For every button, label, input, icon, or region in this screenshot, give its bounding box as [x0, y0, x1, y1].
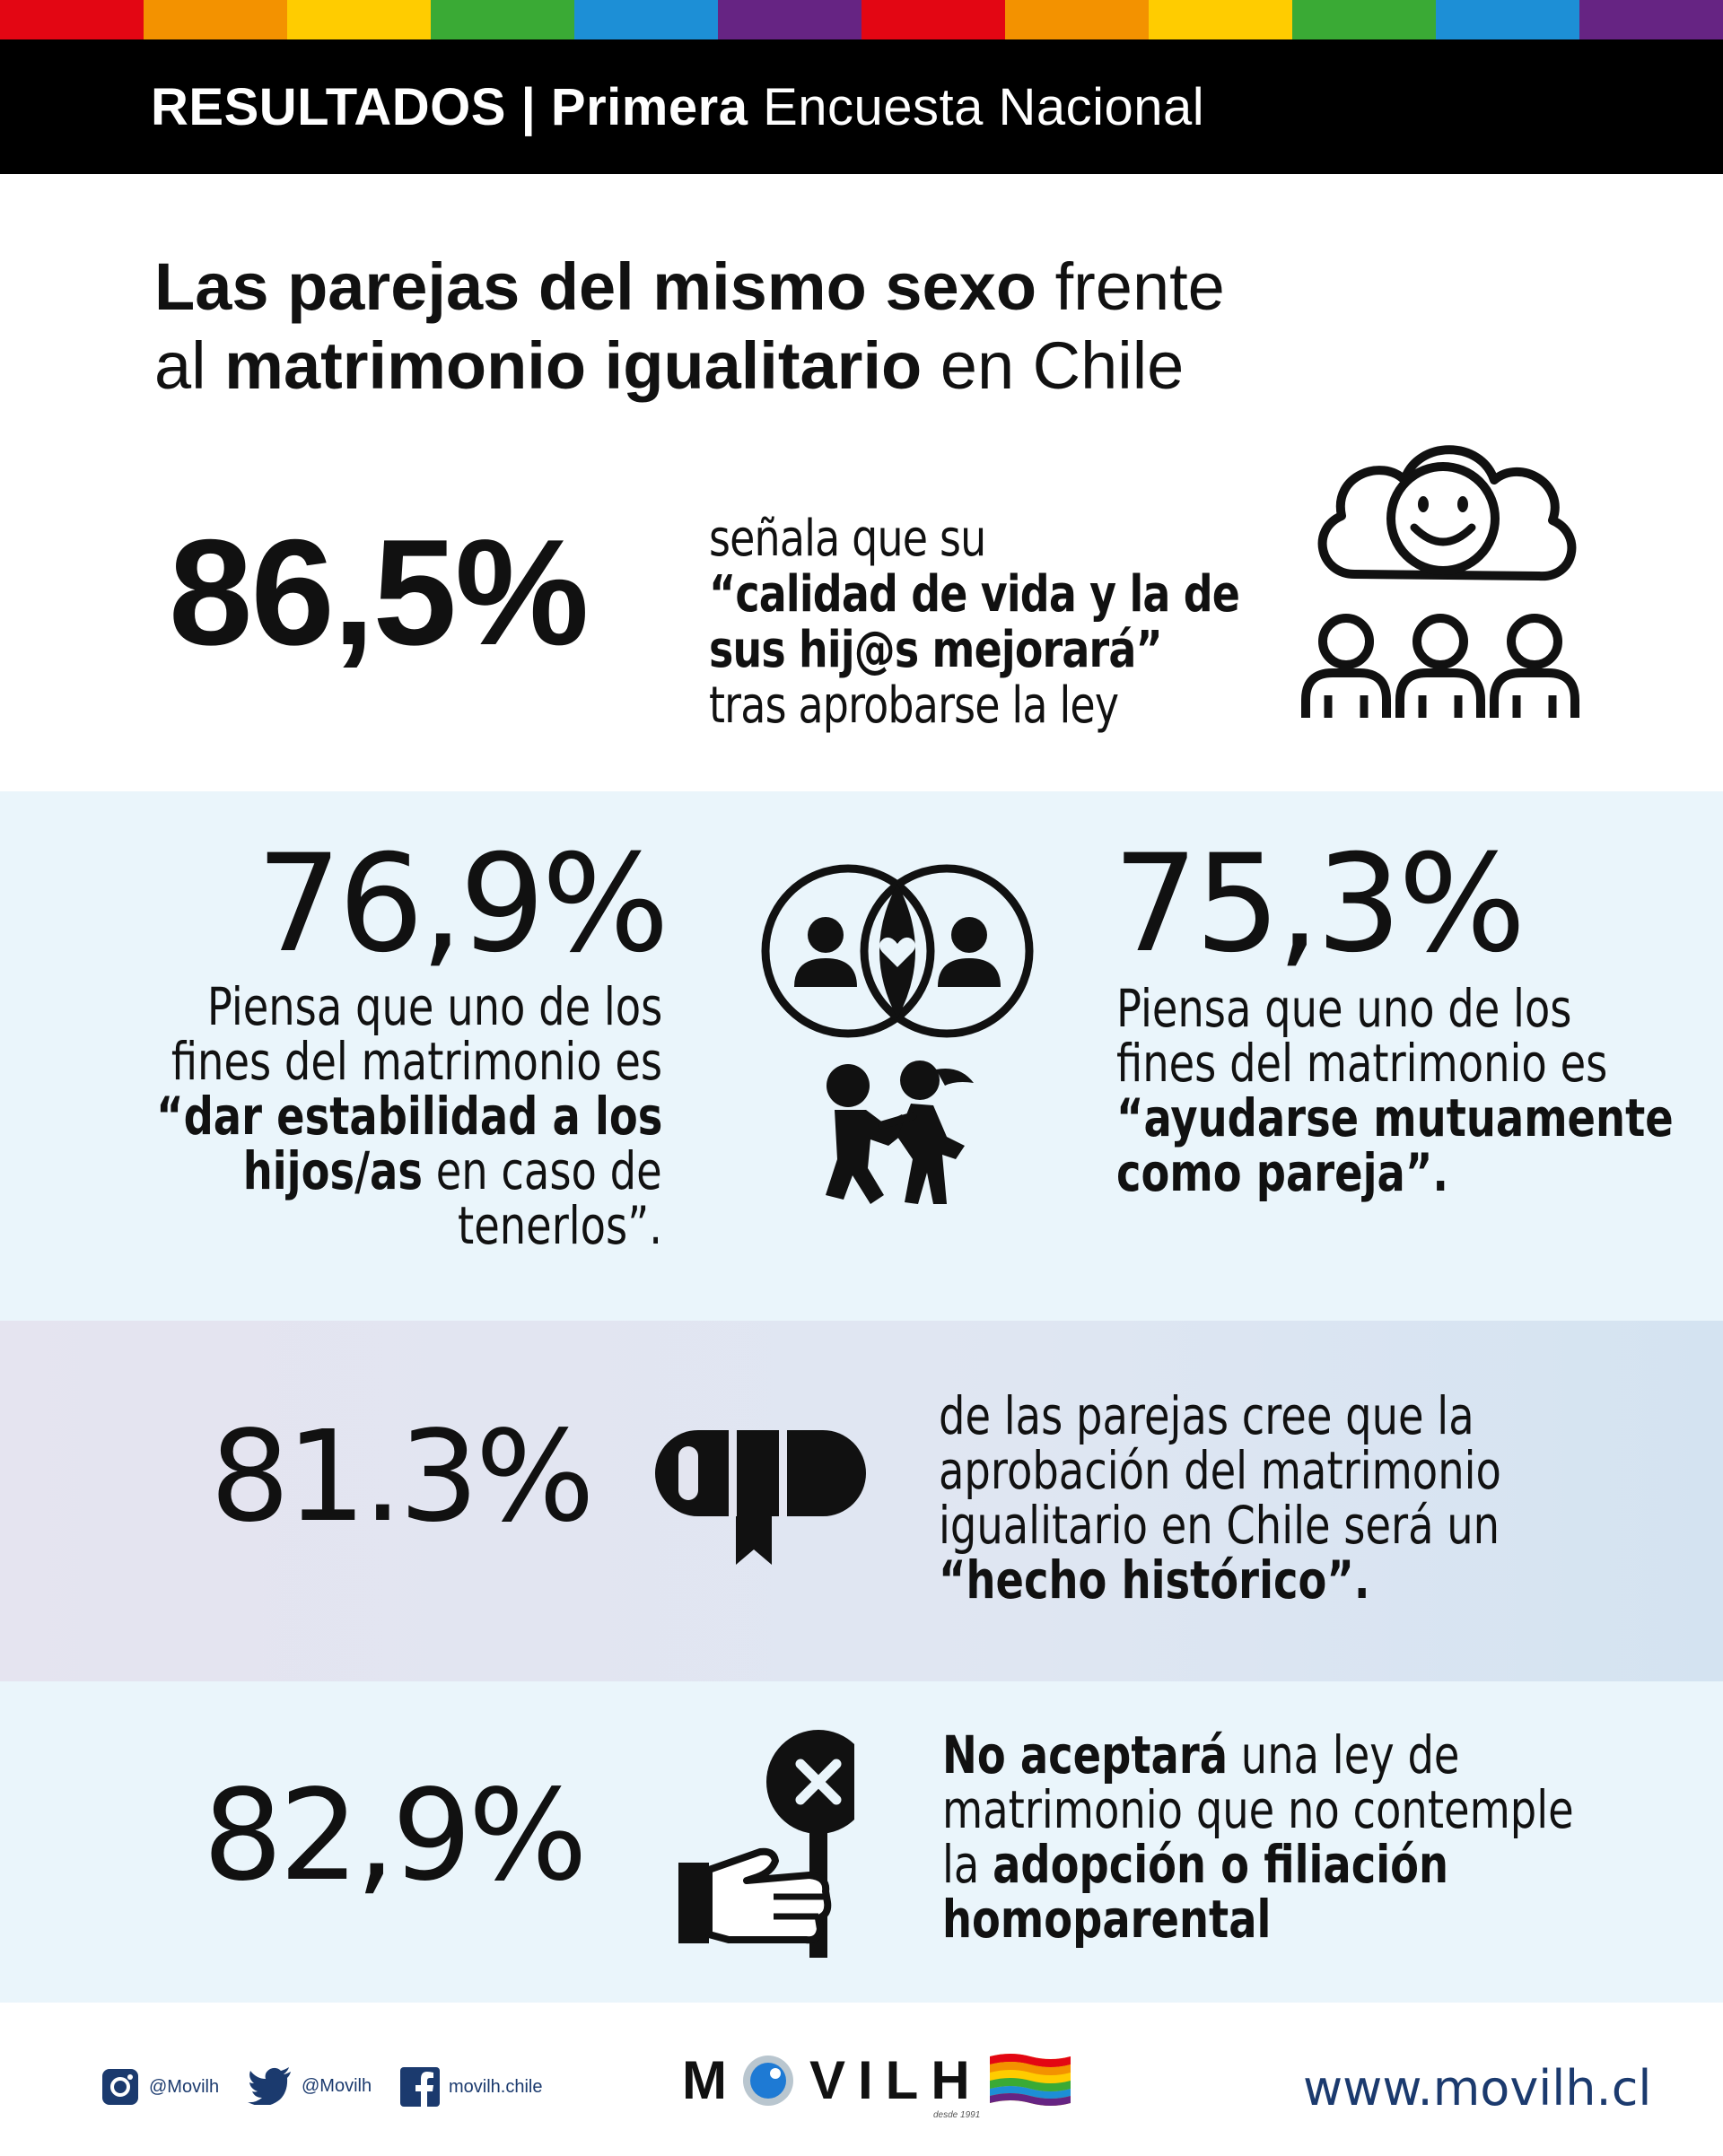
stat-text-1-line-3: sus hij@s mejorará” — [709, 621, 1163, 679]
twitter-icon — [248, 2067, 291, 2105]
stat-section-historic-fact: 81.3% de las parejas cree que la aprobac… — [0, 1321, 1723, 1681]
stat-text-4-line-2: aprobación del matrimonio — [939, 1440, 1501, 1501]
rainbow-segment — [1149, 0, 1292, 39]
rainbow-segment — [287, 0, 431, 39]
stat-text-5-line-1-bold: No aceptará — [942, 1724, 1229, 1785]
stat-text-2-line-2: fines del matrimonio es — [171, 1031, 662, 1092]
rainbow-segment — [718, 0, 862, 39]
facebook-link[interactable]: movilh.chile — [400, 2067, 542, 2107]
stat-text-4-line-1: de las parejas cree que la — [939, 1385, 1474, 1446]
stat-text-4-line-4-bold: “hecho histórico” — [939, 1549, 1354, 1610]
stat-text-5-line-4: homoparental — [942, 1889, 1272, 1950]
instagram-icon — [102, 2069, 138, 2105]
header-title-bold: RESULTADOS | Primera — [151, 77, 748, 136]
couple-heart-icon — [761, 864, 1034, 1038]
instagram-handle: @Movilh — [149, 2076, 220, 2097]
footer: @Movilh @Movilh movilh.chile M VILH desd… — [0, 2003, 1723, 2156]
reject-sign-icon — [678, 1730, 854, 1958]
movilh-wordmark: M VILH — [682, 2049, 983, 2111]
stat-text-4-line-3: igualitario en Chile será un — [939, 1495, 1500, 1556]
stat-text-2-line-4-normal: en caso de — [423, 1140, 662, 1201]
header-title-normal: Encuesta Nacional — [748, 77, 1205, 136]
page-title: Las parejas del mismo sexo frente al mat… — [154, 248, 1225, 406]
diploma-scroll-icon — [655, 1430, 866, 1565]
title-normal-1: frente — [1036, 249, 1225, 324]
stat-text-4: de las parejas cree que la aprobación de… — [939, 1389, 1642, 1608]
rainbow-segment — [0, 0, 144, 39]
stat-percent-1: 86,5% — [169, 508, 589, 676]
stat-text-1: señala que su “calidad de vida y la de s… — [709, 511, 1356, 734]
rainbow-segment — [144, 0, 287, 39]
stat-text-5-line-3-normal: la — [942, 1834, 993, 1895]
page-title-line-1: Las parejas del mismo sexo frente — [154, 248, 1225, 327]
eye-o-icon — [742, 2055, 793, 2106]
stat-text-5-line-3: la adopción o filiación — [942, 1837, 1448, 1892]
rainbow-stripe — [0, 0, 1723, 39]
stat-text-4-line-4-normal: . — [1353, 1549, 1370, 1610]
stat-text-1-line-2: “calidad de vida y la de — [709, 565, 1240, 624]
stat-text-3-line-4: como pareja”. — [1116, 1146, 1448, 1200]
stat-text-3-line-1: Piensa que uno de los — [1116, 978, 1572, 1039]
stat-text-5: No aceptará una ley de matrimonio que no… — [942, 1728, 1723, 1947]
stat-percent-3: 75,3% — [1113, 826, 1526, 982]
facebook-icon — [400, 2067, 440, 2107]
stat-text-3-line-3: “ayudarse mutuamente — [1116, 1087, 1674, 1148]
stat-text-2-line-5: tenerlos”. — [457, 1195, 662, 1256]
stat-section-adoption: 82,9% No aceptará una ley de matrimonio … — [0, 1681, 1723, 2003]
happy-family-icon — [1301, 445, 1579, 718]
logo-letter-m: M — [682, 2050, 739, 2110]
stat-text-2-line-1: Piensa que uno de los — [206, 976, 662, 1037]
dancing-children-icon — [826, 1061, 974, 1204]
stat-text-5-line-1-normal: una ley de — [1228, 1724, 1460, 1785]
title-normal-2a: al — [154, 328, 225, 403]
logo-tagline: desde 1991 — [933, 2110, 981, 2120]
rainbow-segment — [1436, 0, 1579, 39]
rainbow-segment — [1579, 0, 1723, 39]
logo-letters-vilh: VILH — [809, 2050, 983, 2110]
twitter-link[interactable]: @Movilh — [248, 2067, 372, 2105]
stat-text-1-line-4: tras aprobarse la ley — [709, 676, 1119, 735]
rainbow-segment — [574, 0, 718, 39]
movilh-logo: M VILH desde 1991 — [682, 2049, 1072, 2120]
header-title: RESULTADOS | Primera Encuesta Nacional — [151, 77, 1204, 137]
title-normal-2b: en Chile — [922, 328, 1185, 403]
stat-percent-4: 81.3% — [210, 1404, 595, 1550]
stat-text-5-line-2: matrimonio que no contemple — [942, 1779, 1574, 1840]
rainbow-flag-icon — [989, 2054, 1071, 2106]
stat-section-marriage-purposes: 76,9% Piensa que uno de los fines del ma… — [0, 791, 1723, 1321]
stat-text-5-line-1: No aceptará una ley de — [942, 1728, 1459, 1783]
stat-text-2: Piensa que uno de los fines del matrimon… — [30, 980, 662, 1253]
stat-text-5-line-3-bold: adopción o filiación — [993, 1834, 1449, 1895]
title-bold-2: matrimonio igualitario — [224, 328, 923, 403]
stat-percent-5: 82,9% — [203, 1763, 588, 1909]
facebook-handle: movilh.chile — [449, 2076, 543, 2097]
instagram-link[interactable]: @Movilh — [101, 2067, 219, 2107]
stat-text-4-line-4: “hecho histórico”. — [939, 1553, 1369, 1608]
rainbow-segment — [862, 0, 1005, 39]
stat-text-1-line-1: señala que su — [709, 510, 986, 568]
rainbow-segment — [1292, 0, 1436, 39]
stat-text-2-line-4-bold: hijos/as — [243, 1140, 424, 1201]
stat-percent-2: 76,9% — [256, 826, 669, 982]
stat-text-3-line-4-normal: . — [1432, 1142, 1448, 1203]
stat-text-2-line-4: hijos/as en caso de — [243, 1144, 662, 1199]
page-title-line-2: al matrimonio igualitario en Chile — [154, 327, 1225, 406]
stat-text-3-line-2: fines del matrimonio es — [1116, 1033, 1608, 1094]
twitter-handle: @Movilh — [302, 2075, 372, 2096]
stat-text-2-line-3: “dar estabilidad a los — [155, 1086, 662, 1147]
stat-text-3: Piensa que uno de los fines del matrimon… — [1116, 982, 1723, 1200]
stat-section-quality-of-life: 86,5% señala que su “calidad de vida y l… — [0, 422, 1723, 791]
header-bar: RESULTADOS | Primera Encuesta Nacional — [0, 39, 1723, 174]
rainbow-segment — [1005, 0, 1149, 39]
website-link[interactable]: www.movilh.cl — [1303, 2060, 1652, 2117]
title-bold-1: Las parejas del mismo sexo — [154, 249, 1037, 324]
stat-text-3-line-4-bold: como pareja” — [1116, 1142, 1433, 1203]
rainbow-segment — [431, 0, 574, 39]
